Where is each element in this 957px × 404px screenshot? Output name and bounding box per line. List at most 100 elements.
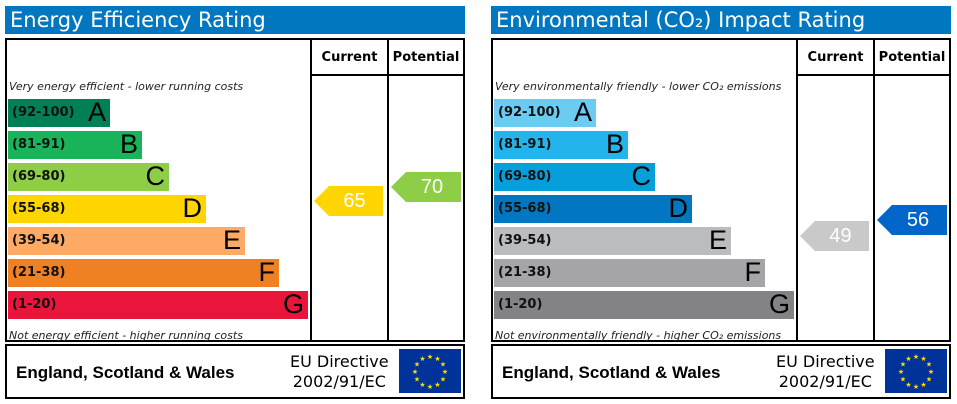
svg-text:★: ★ [900, 376, 906, 384]
band-range: (55-68) [12, 201, 66, 216]
chart-title: Energy Efficiency Rating [5, 6, 465, 34]
svg-text:★: ★ [900, 361, 906, 369]
potential-column-header: Potential [392, 50, 460, 65]
band-letter: G [282, 289, 304, 319]
svg-text:★: ★ [913, 353, 919, 361]
band-a: (92-100) A [494, 97, 596, 127]
band-range: (55-68) [498, 201, 552, 216]
band-a: (92-100) A [8, 97, 110, 127]
band-range: (81-91) [498, 137, 552, 152]
band-letter: A [573, 97, 592, 127]
band-b: (81-91) B [494, 129, 628, 159]
current-rating-arrow: 49 [800, 221, 869, 251]
svg-text:★: ★ [928, 368, 934, 376]
eu-flag-icon: ★ ★★★★★★★★★★★ [399, 349, 461, 393]
band-letter: G [768, 289, 790, 319]
band-letter: B [605, 129, 624, 159]
band-d: (55-68) D [8, 193, 206, 223]
country-label: England, Scotland & Wales [502, 363, 721, 382]
band-range: (39-54) [498, 233, 552, 248]
directive-line1: EU Directive [776, 352, 875, 371]
directive-line2: 2002/91/EC [778, 372, 872, 391]
band-letter: D [668, 193, 689, 223]
chart-title: Environmental (CO₂) Impact Rating [491, 6, 951, 34]
svg-text:★: ★ [434, 381, 440, 389]
footer: England, Scotland & Wales EU Directive 20… [491, 344, 951, 399]
band-range: (1-20) [12, 297, 57, 312]
country-label: England, Scotland & Wales [16, 363, 235, 382]
svg-text:★: ★ [920, 355, 926, 363]
band-letter: D [182, 193, 203, 223]
band-letter: A [87, 97, 106, 127]
environmental-rating-chart: Environmental (CO₂) Impact Rating Curren… [491, 0, 957, 404]
potential-rating-arrow: 56 [877, 205, 947, 235]
band-c: (69-80) C [8, 161, 169, 191]
band-c: (69-80) C [494, 161, 655, 191]
svg-text:★: ★ [414, 361, 420, 369]
top-note: Very environmentally friendly - lower CO… [495, 80, 782, 93]
band-f: (21-38) F [8, 257, 279, 287]
band-range: (21-38) [498, 265, 552, 280]
divider [310, 74, 465, 76]
band-range: (1-20) [498, 297, 543, 312]
svg-text:★: ★ [920, 381, 926, 389]
band-letter: E [222, 225, 241, 255]
svg-text:★: ★ [926, 361, 932, 369]
band-letter: F [258, 257, 276, 287]
svg-text:★: ★ [414, 376, 420, 384]
band-letter: F [744, 257, 762, 287]
energy-rating-chart: Energy Efficiency Rating Current Potenti… [5, 0, 471, 404]
band-d: (55-68) D [494, 193, 692, 223]
rating-table [491, 38, 951, 342]
band-letter: E [708, 225, 727, 255]
bottom-note: Not energy efficient - higher running co… [9, 329, 243, 342]
band-e: (39-54) E [8, 225, 245, 255]
svg-text:★: ★ [419, 355, 425, 363]
divider [310, 38, 312, 342]
svg-text:★: ★ [905, 381, 911, 389]
svg-text:★: ★ [926, 376, 932, 384]
current-column-header: Current [321, 50, 378, 65]
svg-text:★: ★ [427, 353, 433, 361]
band-letter: B [119, 129, 138, 159]
band-letter: C [145, 161, 166, 191]
directive-line1: EU Directive [290, 352, 389, 371]
band-f: (21-38) F [494, 257, 765, 287]
band-e: (39-54) E [494, 225, 731, 255]
divider [387, 38, 389, 342]
svg-text:★: ★ [442, 368, 448, 376]
band-range: (92-100) [498, 105, 561, 120]
rating-table [5, 38, 465, 342]
potential-rating-arrow: 70 [391, 172, 461, 202]
potential-column-header: Potential [878, 50, 946, 65]
footer: England, Scotland & Wales EU Directive 20… [5, 344, 465, 399]
bottom-note: Not environmentally friendly - higher CO… [495, 329, 782, 342]
band-range: (69-80) [12, 169, 66, 184]
svg-text:★: ★ [412, 368, 418, 376]
band-g: (1-20) G [494, 289, 794, 319]
band-range: (69-80) [498, 169, 552, 184]
svg-text:★: ★ [419, 381, 425, 389]
band-range: (92-100) [12, 105, 75, 120]
band-range: (39-54) [12, 233, 66, 248]
band-range: (81-91) [12, 137, 66, 152]
svg-text:★: ★ [440, 361, 446, 369]
svg-text:★: ★ [913, 383, 919, 391]
svg-text:★: ★ [440, 376, 446, 384]
directive-line2: 2002/91/EC [292, 372, 386, 391]
svg-text:★: ★ [898, 368, 904, 376]
current-rating-arrow: 65 [314, 186, 383, 216]
eu-directive: EU Directive 2002/91/EC [776, 352, 875, 392]
band-letter: C [631, 161, 652, 191]
band-b: (81-91) B [8, 129, 142, 159]
svg-text:★: ★ [434, 355, 440, 363]
band-g: (1-20) G [8, 289, 308, 319]
divider [796, 38, 798, 342]
svg-text:★: ★ [905, 355, 911, 363]
eu-directive: EU Directive 2002/91/EC [290, 352, 389, 392]
top-note: Very energy efficient - lower running co… [9, 80, 244, 93]
divider [873, 38, 875, 342]
eu-flag-icon: ★ ★★★★★★★★★★★ [885, 349, 947, 393]
band-range: (21-38) [12, 265, 66, 280]
svg-text:★: ★ [427, 383, 433, 391]
